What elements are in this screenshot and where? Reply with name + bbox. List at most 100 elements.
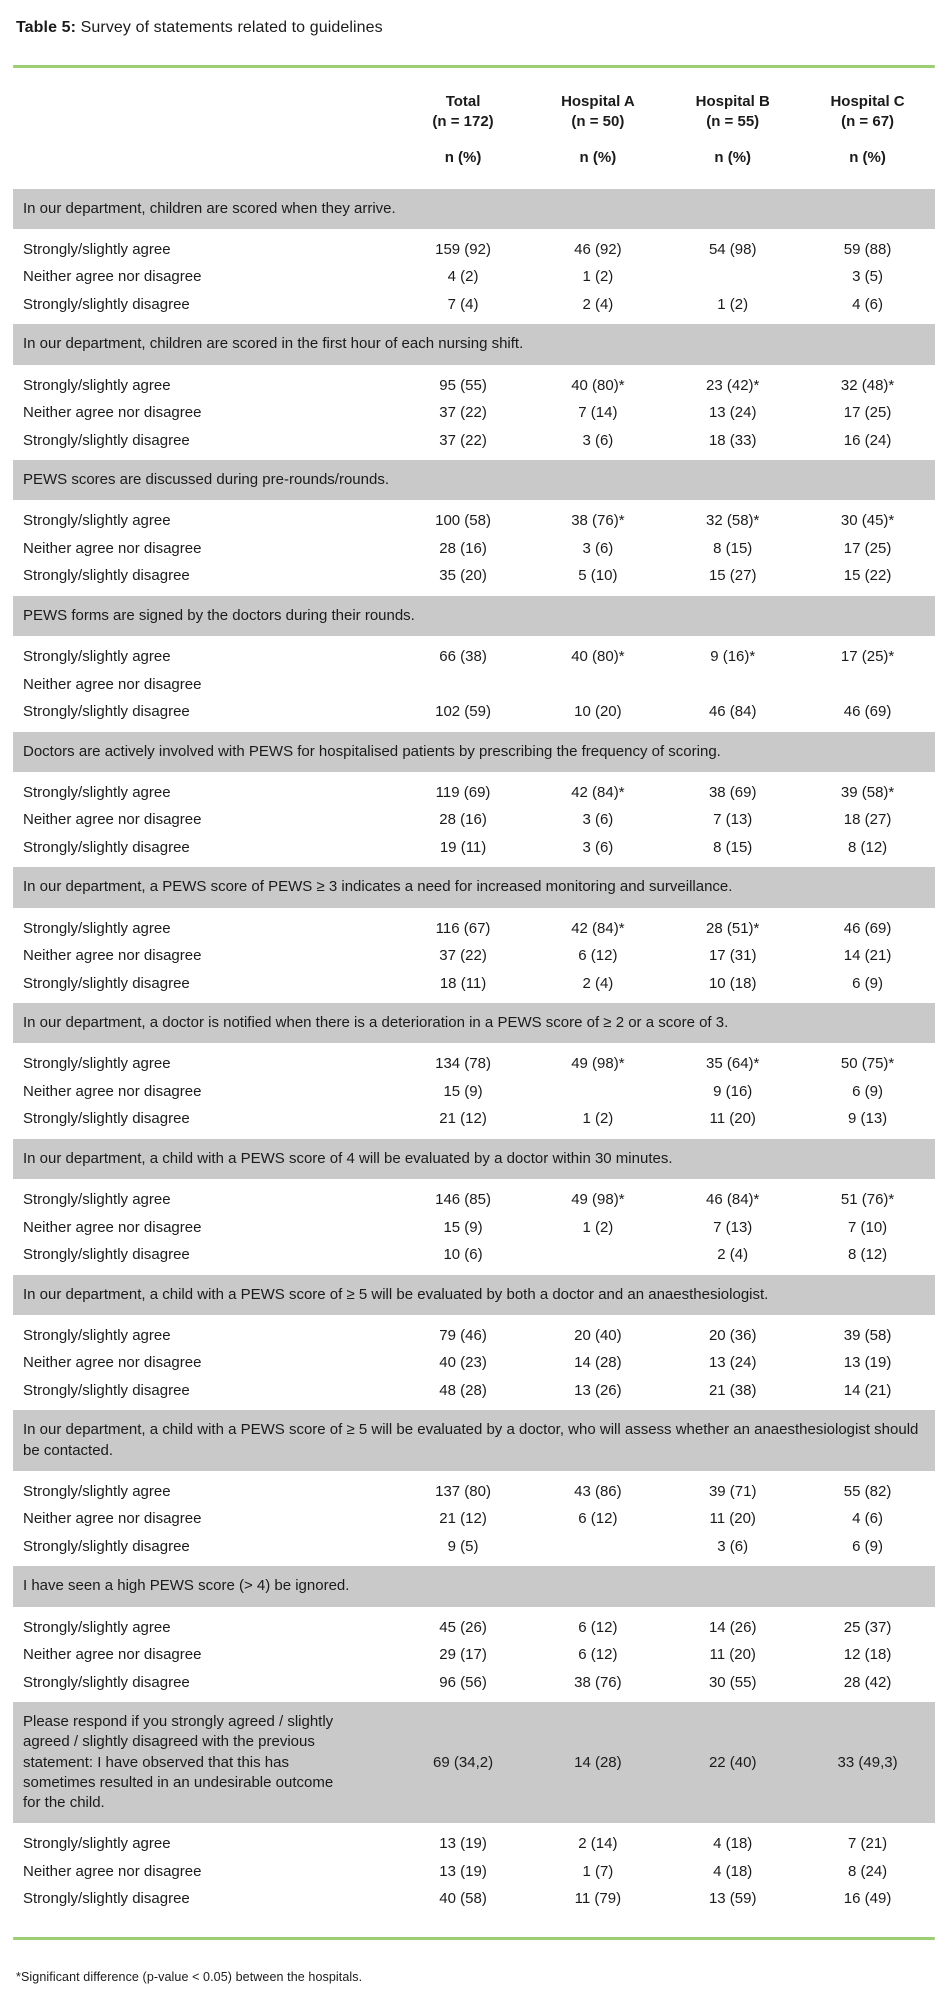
data-row: Neither agree nor disagree 29 (17) 6 (12) 1… bbox=[13, 1641, 935, 1669]
value-cell: 12 (18) bbox=[843, 1646, 892, 1664]
value-cell: 2 (4) bbox=[582, 295, 614, 313]
value-cell: 79 (46) bbox=[439, 1326, 487, 1344]
value-cell: 100 (58) bbox=[435, 512, 491, 530]
data-row: Strongly/slightly disagree 21 (12) 1 (2) 11… bbox=[13, 1105, 935, 1133]
section-4: PEWS forms are signed by the doctors dur… bbox=[13, 589, 935, 726]
value-cell: 116 (67) bbox=[435, 919, 491, 937]
data-row: Neither agree nor disagree 28 (16) 3 (6) 8 … bbox=[13, 535, 935, 563]
statement-value-cell: 69 (34,2) bbox=[395, 1696, 531, 1831]
data-row: Neither agree nor disagree 37 (22) 6 (12) 1… bbox=[13, 942, 935, 970]
row-label: Neither agree nor disagree bbox=[23, 947, 202, 965]
value-cell bbox=[530, 1078, 665, 1106]
value-cell: 11 (20) bbox=[709, 1110, 756, 1128]
value-cell bbox=[800, 671, 935, 699]
row-label: Strongly/slightly agree bbox=[23, 1326, 171, 1344]
value-cell: 95 (55) bbox=[439, 376, 487, 394]
value-cell: 14 (21) bbox=[843, 1381, 892, 1399]
value-cell: 18 (27) bbox=[843, 811, 892, 829]
value-cell: 7 (13) bbox=[713, 1218, 753, 1236]
data-row: Strongly/slightly agree 119 (69) 42 (84)* 3… bbox=[13, 779, 935, 807]
value-cell: 9 (5) bbox=[447, 1537, 479, 1555]
data-row: Strongly/slightly disagree 102 (59) 10 (20… bbox=[13, 698, 935, 726]
value-cell: 28 (51)* bbox=[706, 919, 760, 937]
row-label: Strongly/slightly disagree bbox=[23, 567, 190, 585]
statement-text: In our department, a child with a PEWS s… bbox=[13, 1268, 935, 1322]
survey-table: Total (n = 172) Hospital A (n = 50) Hosp… bbox=[13, 76, 935, 1913]
row-label: Strongly/slightly disagree bbox=[23, 431, 190, 449]
value-cell: 2 (14) bbox=[578, 1835, 618, 1853]
section-6: In our department, a PEWS score of PEWS … bbox=[13, 861, 935, 997]
section-2: In our department, children are scored i… bbox=[13, 318, 935, 454]
value-cell: 21 (38) bbox=[708, 1381, 757, 1399]
value-cell: 17 (25) bbox=[843, 404, 892, 422]
bottom-rule bbox=[13, 1937, 935, 1940]
col-header-hospital-c: Hospital C (n = 67) bbox=[830, 92, 905, 131]
data-row: Strongly/slightly disagree 19 (11) 3 (6) 8 … bbox=[13, 834, 935, 862]
row-label: Strongly/slightly disagree bbox=[23, 1537, 190, 1555]
row-label: Neither agree nor disagree bbox=[23, 1354, 202, 1372]
value-cell: 28 (16) bbox=[439, 539, 487, 557]
data-row: Neither agree nor disagree 40 (23) 14 (28)… bbox=[13, 1349, 935, 1377]
value-cell: 55 (82) bbox=[843, 1482, 892, 1500]
value-cell: 17 (25) bbox=[843, 539, 892, 557]
statement-text: In our department, a child with a PEWS s… bbox=[13, 1404, 935, 1478]
statement-row: In our department, a child with a PEWS s… bbox=[13, 1404, 935, 1478]
row-label: Neither agree nor disagree bbox=[23, 539, 202, 557]
value-cell: 9 (16)* bbox=[710, 648, 756, 666]
row-label: Strongly/slightly agree bbox=[23, 1482, 171, 1500]
value-cell: 13 (19) bbox=[439, 1835, 487, 1853]
value-cell: 6 (9) bbox=[852, 1537, 883, 1555]
statement-text: PEWS scores are discussed during pre-rou… bbox=[13, 454, 935, 508]
value-cell: 6 (9) bbox=[852, 1082, 883, 1100]
value-cell: 46 (84)* bbox=[706, 1191, 760, 1209]
value-cell: 38 (76) bbox=[574, 1673, 622, 1691]
value-cell: 7 (4) bbox=[447, 295, 479, 313]
data-row: Strongly/slightly agree 100 (58) 38 (76)* 3… bbox=[13, 507, 935, 535]
value-cell: 4 (18) bbox=[713, 1862, 753, 1880]
value-cell: 20 (36) bbox=[708, 1326, 757, 1344]
value-cell: 38 (69) bbox=[708, 783, 757, 801]
value-cell: 32 (58)* bbox=[706, 512, 760, 530]
value-cell: 15 (9) bbox=[443, 1082, 483, 1100]
data-row: Strongly/slightly agree 45 (26) 6 (12) 14 (… bbox=[13, 1614, 935, 1642]
value-cell: 3 (6) bbox=[582, 811, 614, 829]
value-cell: 18 (11) bbox=[439, 974, 487, 992]
value-cell: 38 (76)* bbox=[571, 512, 625, 530]
value-cell bbox=[530, 671, 665, 699]
statement-text: Please respond if you strongly agreed / … bbox=[13, 1696, 396, 1831]
value-cell: 3 (6) bbox=[582, 539, 614, 557]
statement-row: In our department, a doctor is notified … bbox=[13, 997, 935, 1051]
section-7: In our department, a doctor is notified … bbox=[13, 997, 935, 1133]
data-row: Neither agree nor disagree 37 (22) 7 (14) 1… bbox=[13, 399, 935, 427]
value-cell: 25 (37) bbox=[843, 1618, 892, 1636]
row-label: Strongly/slightly agree bbox=[23, 1618, 171, 1636]
row-label: Neither agree nor disagree bbox=[23, 1510, 202, 1528]
data-row: Strongly/slightly agree 95 (55) 40 (80)* 23… bbox=[13, 372, 935, 400]
value-cell: 6 (12) bbox=[578, 947, 618, 965]
value-cell: 28 (16) bbox=[439, 811, 487, 829]
data-row: Strongly/slightly agree 137 (80) 43 (86) 39… bbox=[13, 1478, 935, 1506]
data-row: Strongly/slightly agree 159 (92) 46 (92) 54… bbox=[13, 236, 935, 264]
row-label: Neither agree nor disagree bbox=[23, 404, 202, 422]
value-cell: 40 (80)* bbox=[571, 648, 625, 666]
value-cell: 11 (79) bbox=[574, 1890, 622, 1908]
value-cell: 46 (84) bbox=[708, 703, 757, 721]
row-label: Strongly/slightly agree bbox=[23, 240, 171, 258]
value-cell bbox=[530, 1533, 665, 1561]
statement-row: In our department, children are scored w… bbox=[13, 182, 935, 236]
value-cell: 10 (18) bbox=[708, 974, 757, 992]
value-cell: 32 (48)* bbox=[840, 376, 895, 394]
section-8: In our department, a child with a PEWS s… bbox=[13, 1132, 935, 1269]
section-12: Please respond if you strongly agreed / … bbox=[13, 1696, 935, 1913]
value-cell: 30 (55) bbox=[708, 1673, 757, 1691]
value-cell: 17 (25)* bbox=[840, 648, 895, 666]
value-cell: 15 (22) bbox=[843, 567, 892, 585]
value-cell: 42 (84)* bbox=[571, 919, 625, 937]
value-cell: 159 (92) bbox=[435, 240, 491, 258]
value-cell: 6 (12) bbox=[578, 1510, 618, 1528]
section-10: In our department, a child with a PEWS s… bbox=[13, 1404, 935, 1560]
value-cell: 2 (4) bbox=[582, 974, 614, 992]
value-cell: 102 (59) bbox=[435, 703, 491, 721]
row-label: Strongly/slightly disagree bbox=[23, 1673, 190, 1691]
value-cell: 49 (98)* bbox=[571, 1055, 625, 1073]
